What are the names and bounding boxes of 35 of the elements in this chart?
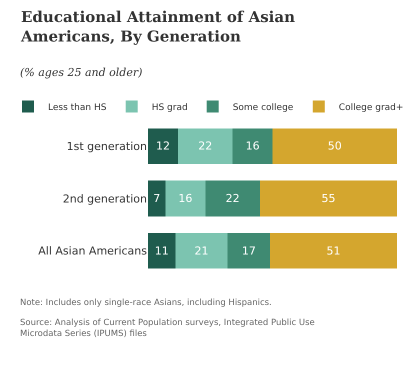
data-label: 16 (178, 192, 192, 205)
bar (148, 180, 166, 216)
text: Note: Includes only single-race Asians, including Hispanics. (20, 298, 272, 308)
data-label: 16 (246, 140, 260, 153)
legend-label: Less than HS (48, 103, 107, 114)
y-tick-label: 1st generation (66, 140, 148, 154)
chart-title: Educational Attainment of Asian Americans, By Generation (20, 8, 296, 46)
source-note: Source: Analysis of Current Population surveys, Integrated Public Use Microdata Series (IPUMS) files (20, 318, 315, 340)
bar (260, 180, 397, 216)
bar (232, 128, 272, 164)
data-label: 50 (328, 140, 342, 153)
y-tick-label: All Asian Americans (38, 244, 148, 258)
data-label: 7 (153, 192, 160, 205)
bar (272, 128, 397, 164)
bar (148, 128, 178, 164)
bar (270, 233, 397, 269)
data-label: 22 (226, 192, 240, 205)
bar (205, 180, 260, 216)
data-label: 55 (322, 192, 336, 205)
data-label: 21 (194, 244, 209, 258)
legend-label: College grad+ (338, 103, 404, 114)
bar (228, 233, 270, 269)
data-label: 51 (326, 244, 341, 258)
chart-subtitle: (% ages 25 and older) (20, 66, 142, 79)
bar (165, 180, 206, 216)
data-label: 12 (156, 140, 170, 153)
legend-label: HS grad (152, 103, 188, 114)
legend-label: Some college (232, 103, 294, 114)
data-label: 11 (154, 244, 169, 258)
y-tick-label: 2nd generation (62, 192, 148, 206)
bar (148, 233, 176, 269)
data-label: 22 (198, 140, 212, 153)
bar (178, 128, 233, 164)
data-label: 17 (242, 244, 256, 258)
bar (175, 233, 228, 269)
